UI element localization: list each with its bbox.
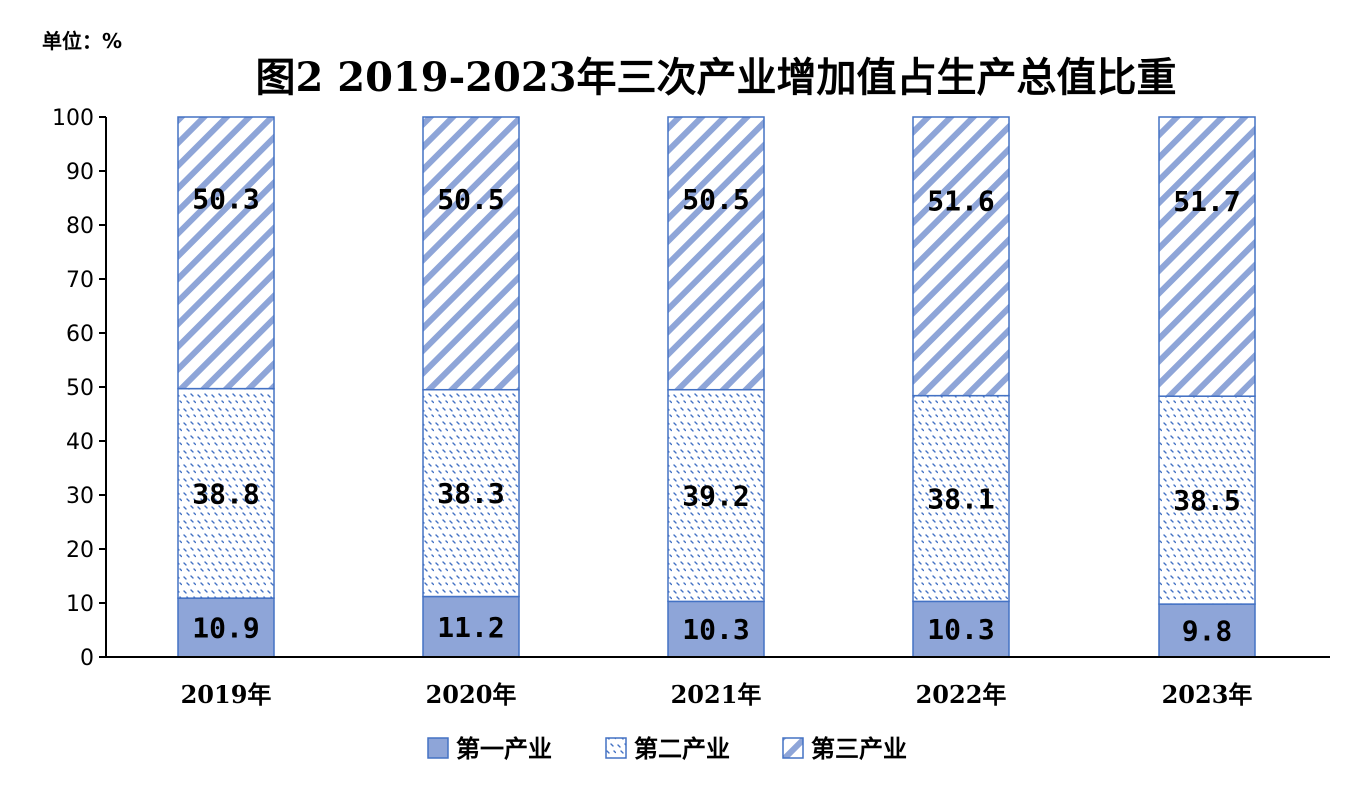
unit-label: 单位：% [42, 29, 122, 53]
x-tick-label: 2019年 [181, 680, 272, 709]
bar-segment [912, 116, 1010, 397]
bar-segment [912, 394, 1010, 603]
y-tick-label: 0 [80, 646, 94, 671]
y-tick-label: 80 [66, 214, 94, 239]
y-tick-label: 40 [66, 430, 94, 455]
bar-segment [177, 387, 275, 599]
legend-label: 第一产业 [456, 734, 552, 763]
x-tick-label: 2022年 [916, 680, 1007, 709]
chart-title: 图2 2019-2023年三次产业增加值占生产总值比重 [255, 54, 1176, 101]
data-label: 51.7 [1173, 185, 1240, 218]
bar-segment [422, 116, 520, 391]
y-tick-label: 100 [52, 106, 94, 131]
bar-segment [667, 116, 765, 391]
bar-segment [177, 597, 275, 658]
x-tick-label: 2023年 [1162, 680, 1253, 709]
legend-label: 第二产业 [634, 734, 730, 763]
data-label: 50.5 [682, 183, 749, 216]
legend-label: 第三产业 [811, 734, 907, 763]
data-label: 38.1 [927, 483, 994, 516]
data-label: 39.2 [682, 480, 749, 513]
bar-segment [667, 388, 765, 603]
bar-segment [1158, 116, 1256, 397]
y-tick-label: 20 [66, 538, 94, 563]
data-label: 38.8 [192, 477, 259, 510]
bar-segment [1158, 395, 1256, 605]
data-label: 50.3 [192, 182, 259, 215]
data-label: 9.8 [1182, 615, 1233, 648]
data-label: 10.3 [682, 613, 749, 646]
legend-swatch [782, 737, 804, 759]
y-tick-label: 90 [66, 160, 94, 185]
data-label: 51.6 [927, 185, 994, 218]
legend-swatch [605, 737, 627, 759]
data-label: 11.2 [437, 611, 504, 644]
data-label: 38.5 [1173, 484, 1240, 517]
data-label: 50.5 [437, 183, 504, 216]
data-label: 10.3 [927, 613, 994, 646]
x-tick-label: 2021年 [671, 680, 762, 709]
plot-area: 0 10 20 30 40 50 60 70 80 90 100 10.9 38.8 50.3 2019年 1… [52, 106, 1330, 709]
legend-swatch [427, 737, 449, 759]
x-tick-label: 2020年 [426, 680, 517, 709]
y-tick-label: 60 [66, 322, 94, 347]
bar-segment [912, 600, 1010, 658]
data-label: 38.3 [437, 477, 504, 510]
bar-segment [177, 116, 275, 390]
y-tick-label: 10 [66, 592, 94, 617]
y-tick-label: 50 [66, 376, 94, 401]
data-label: 10.9 [192, 612, 259, 645]
y-tick-label: 70 [66, 268, 94, 293]
legend: 第一产业 第二产业 第三产业 [427, 734, 907, 763]
y-tick-label: 30 [66, 484, 94, 509]
